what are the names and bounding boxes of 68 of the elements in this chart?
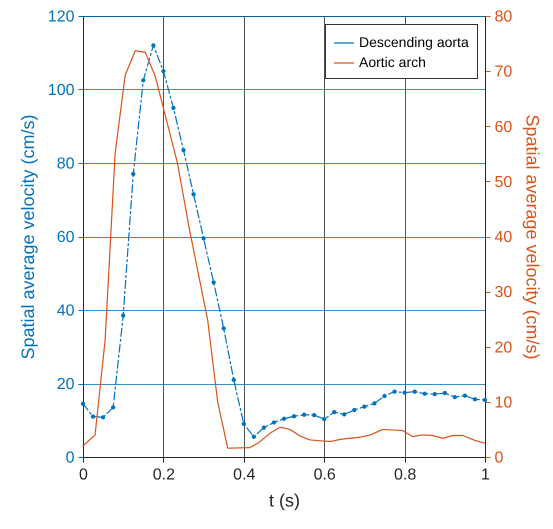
point xyxy=(412,389,417,394)
x-tick-label: 1 xyxy=(481,466,490,484)
y-tick-label: 80 xyxy=(56,156,75,172)
point xyxy=(141,78,146,82)
y2-tick-label: 80 xyxy=(494,8,512,26)
point xyxy=(342,412,346,416)
point xyxy=(181,148,186,152)
point xyxy=(292,414,296,418)
point xyxy=(312,412,316,418)
point xyxy=(372,401,377,406)
point xyxy=(171,106,176,110)
point xyxy=(362,404,367,409)
point xyxy=(352,408,356,412)
point xyxy=(80,402,86,406)
point xyxy=(302,412,306,417)
point xyxy=(232,378,236,382)
point xyxy=(472,397,478,402)
x-tick-label: 0.6 xyxy=(314,466,336,484)
point xyxy=(322,417,326,422)
point xyxy=(242,422,246,426)
y-tick-label: 0 xyxy=(66,450,75,466)
y-tick-label: 120 xyxy=(48,8,75,26)
point xyxy=(100,415,106,420)
y-axis-title: Spatial average velocity (cm/s) xyxy=(18,114,38,360)
point xyxy=(252,434,256,439)
point xyxy=(452,394,457,400)
y2-tick-label: 10 xyxy=(494,394,512,412)
y2-tick-label: 70 xyxy=(494,64,512,81)
x-tick-label: 0 xyxy=(79,466,88,484)
point xyxy=(131,172,136,176)
y-tick-label: 60 xyxy=(56,229,75,246)
point xyxy=(432,392,437,396)
point xyxy=(151,43,156,48)
y2-tick-label: 60 xyxy=(494,118,512,136)
point xyxy=(212,280,216,285)
point xyxy=(121,313,126,318)
y-tick-label: 40 xyxy=(56,302,75,320)
point xyxy=(201,236,206,240)
y2-axis-title: Spatial average velocity (cm/s) xyxy=(522,114,542,360)
y2-tick-label: 30 xyxy=(494,284,512,302)
point xyxy=(191,192,196,196)
point xyxy=(222,326,226,330)
x-axis-title: t (s) xyxy=(269,490,300,510)
point xyxy=(262,425,266,430)
point xyxy=(272,420,276,425)
y2-tick-label: 0 xyxy=(494,450,504,466)
point xyxy=(332,410,336,414)
point xyxy=(422,392,427,396)
y2-tick-label: 20 xyxy=(494,339,512,356)
point xyxy=(382,394,387,398)
y-tick-label: 20 xyxy=(56,376,75,393)
point xyxy=(482,398,488,402)
x-tick-label: 0.8 xyxy=(394,466,416,484)
legend-label: Aortic arch xyxy=(359,54,426,70)
point xyxy=(282,416,286,421)
y-tick-label: 100 xyxy=(48,82,75,99)
point xyxy=(392,389,397,394)
point xyxy=(111,405,116,410)
x-tick-label: 0.2 xyxy=(152,466,176,484)
y2-tick-label: 40 xyxy=(494,229,512,246)
y2-tick-label: 50 xyxy=(494,174,512,191)
point xyxy=(161,69,166,74)
point xyxy=(90,414,96,419)
x-tick-label: 0.4 xyxy=(233,466,256,484)
point xyxy=(462,394,468,398)
point xyxy=(402,390,407,395)
point xyxy=(442,390,447,396)
legend-label: Descending aorta xyxy=(359,34,469,50)
